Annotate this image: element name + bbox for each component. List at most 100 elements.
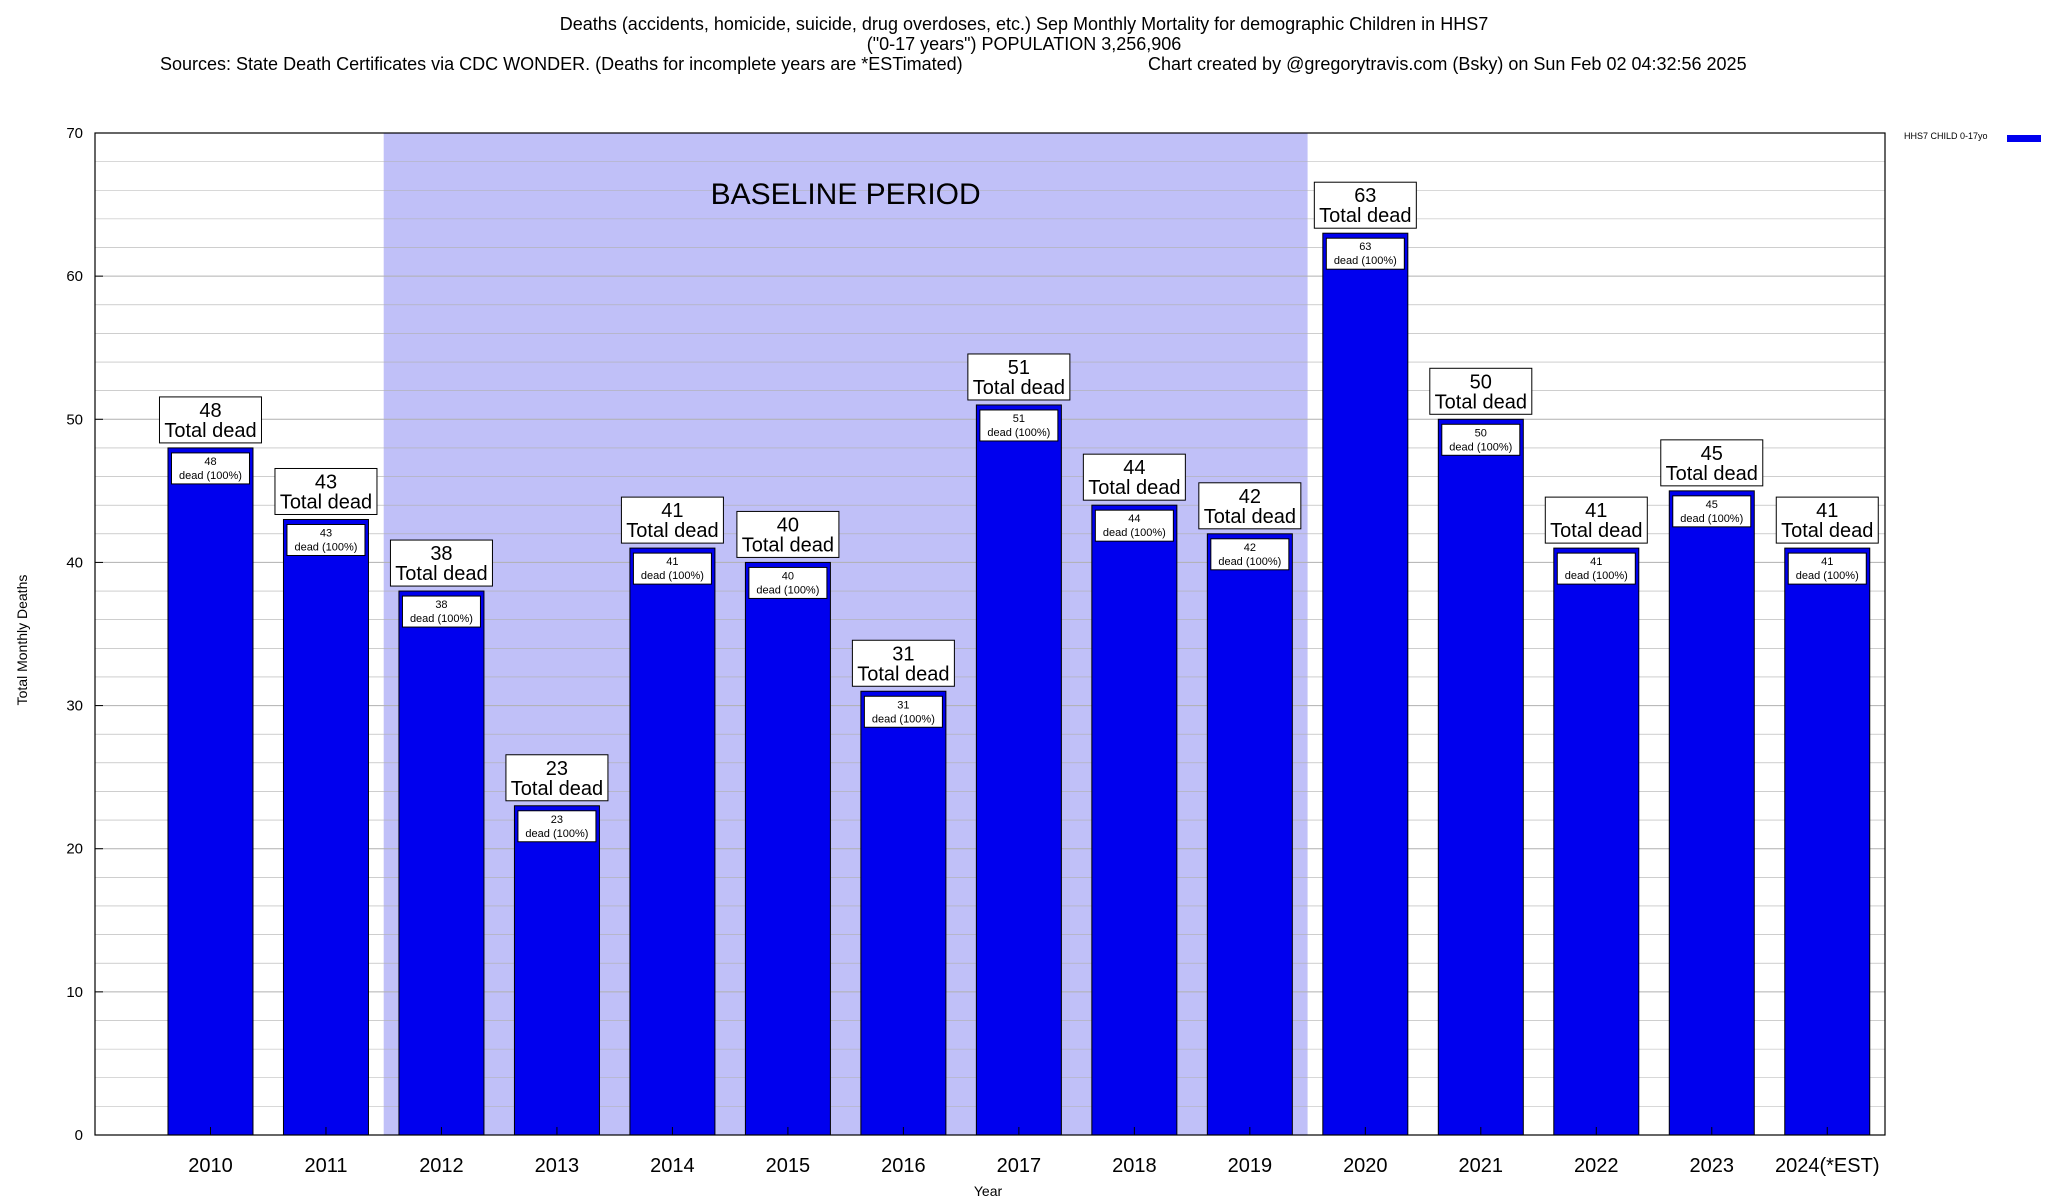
bar-total-label-box xyxy=(851,639,955,687)
y-tick-label: 20 xyxy=(66,841,83,858)
chart-title-block: Deaths (accidents, homicide, suicide, dr… xyxy=(0,14,2048,54)
bar-total-value: 50 xyxy=(1470,371,1492,393)
bar-total-value: 38 xyxy=(430,543,452,565)
bar-total-label: Total dead xyxy=(164,420,256,442)
bar xyxy=(513,805,600,1136)
x-tick-label: 2019 xyxy=(1228,1155,1273,1177)
x-tick-label: 2021 xyxy=(1459,1155,1504,1177)
bar-inner-label: dead (100%) xyxy=(410,613,473,625)
bar-total-label-box xyxy=(158,396,262,444)
y-tick-label: 70 xyxy=(66,125,83,142)
bar-inner-value: 40 xyxy=(782,570,794,582)
x-tick-label: 2017 xyxy=(997,1155,1042,1177)
x-tick-label: 2016 xyxy=(881,1155,926,1177)
bar-inner-label-box xyxy=(1210,538,1290,571)
y-tick-label: 50 xyxy=(66,411,83,428)
bar-total-value: 45 xyxy=(1701,443,1723,465)
bar-total-label-box xyxy=(389,539,493,587)
legend-label: HHS7 CHILD 0-17yo xyxy=(1904,131,1988,141)
x-tick-label: 2013 xyxy=(535,1155,580,1177)
bar-total-label-box xyxy=(1313,181,1417,229)
bar-inner-label: dead (100%) xyxy=(179,470,242,482)
bar-total-value: 23 xyxy=(546,758,568,780)
bar-inner-value: 31 xyxy=(897,699,909,711)
bar-inner-label-box xyxy=(863,695,943,728)
x-tick-label: 2024(*EST) xyxy=(1775,1155,1880,1177)
bar-total-value: 44 xyxy=(1123,457,1145,479)
bar xyxy=(1553,547,1640,1136)
bar-total-label-box xyxy=(1429,367,1533,415)
y-tick-label: 30 xyxy=(66,698,83,715)
chart-sources: Sources: State Death Certificates via CD… xyxy=(160,54,963,74)
bar-inner-label-box xyxy=(1325,237,1405,270)
bar xyxy=(1668,490,1755,1136)
chart-credit: Chart created by @gregorytravis.com (Bsk… xyxy=(1148,54,1747,74)
bar xyxy=(1091,504,1178,1136)
bar-inner-label: dead (100%) xyxy=(1796,570,1859,582)
bar-inner-label-box xyxy=(979,409,1059,442)
bar xyxy=(167,447,254,1136)
y-axis-label: Total Monthly Deaths xyxy=(14,574,30,706)
bar-total-label-box xyxy=(736,510,840,558)
x-tick-label: 2012 xyxy=(419,1155,464,1177)
bar-total-label: Total dead xyxy=(511,778,603,800)
bar-inner-value: 43 xyxy=(320,527,332,539)
y-tick-label: 60 xyxy=(66,268,83,285)
bar-inner-value: 45 xyxy=(1706,499,1718,511)
bar-total-label: Total dead xyxy=(280,491,372,513)
bar xyxy=(1206,533,1293,1136)
bar-inner-label: dead (100%) xyxy=(756,584,819,596)
bar-inner-value: 48 xyxy=(204,456,216,468)
bar-total-label: Total dead xyxy=(973,377,1065,399)
bar-total-value: 41 xyxy=(661,500,683,522)
bar xyxy=(629,547,716,1136)
bar xyxy=(860,690,947,1136)
bar-total-label: Total dead xyxy=(742,534,834,556)
bar-total-label: Total dead xyxy=(1550,520,1642,542)
bar xyxy=(1437,418,1524,1136)
bar-inner-label: dead (100%) xyxy=(1218,556,1281,568)
bar-inner-label-box xyxy=(170,452,250,485)
bar-total-label: Total dead xyxy=(626,520,718,542)
x-tick-label: 2010 xyxy=(188,1155,233,1177)
bar-inner-label-box xyxy=(517,810,597,843)
y-tick-label: 10 xyxy=(66,984,83,1001)
bar-inner-label-box xyxy=(632,552,712,585)
bar-inner-value: 41 xyxy=(1590,556,1602,568)
bar-inner-label-box xyxy=(401,595,481,628)
bar-inner-label-box xyxy=(1556,552,1636,585)
bar-total-label-box xyxy=(620,496,724,544)
bar-inner-label: dead (100%) xyxy=(525,828,588,840)
bar xyxy=(975,404,1062,1136)
bar-total-value: 42 xyxy=(1239,486,1261,508)
x-tick-label: 2014 xyxy=(650,1155,695,1177)
x-tick-label: 2022 xyxy=(1574,1155,1619,1177)
bar-total-value: 43 xyxy=(315,471,337,493)
bar-inner-label-box xyxy=(748,566,828,599)
x-axis-label: Year xyxy=(973,1183,1003,1199)
bar-inner-label: dead (100%) xyxy=(987,427,1050,439)
bar-inner-label-box xyxy=(1094,509,1174,542)
bar-total-label: Total dead xyxy=(1781,520,1873,542)
bar-total-value: 63 xyxy=(1354,185,1376,207)
bar xyxy=(398,590,485,1136)
bar-inner-label: dead (100%) xyxy=(1449,441,1512,453)
bar-total-label: Total dead xyxy=(1666,463,1758,485)
bar-inner-value: 38 xyxy=(435,599,447,611)
bar-total-label: Total dead xyxy=(1088,477,1180,499)
bar-total-label: Total dead xyxy=(395,563,487,585)
y-tick-label: 0 xyxy=(75,1127,83,1144)
bar-total-value: 41 xyxy=(1816,500,1838,522)
bar-total-value: 51 xyxy=(1008,357,1030,379)
bar-total-label: Total dead xyxy=(1319,205,1411,227)
baseline-period-label: BASELINE PERIOD xyxy=(711,178,981,211)
bar-total-value: 41 xyxy=(1585,500,1607,522)
bar-inner-value: 42 xyxy=(1244,542,1256,554)
bar-total-value: 48 xyxy=(199,400,221,422)
bar-inner-label: dead (100%) xyxy=(1680,513,1743,525)
bar-total-label: Total dead xyxy=(1204,506,1296,528)
bar-inner-value: 41 xyxy=(1821,556,1833,568)
plot-frame xyxy=(94,132,1886,1136)
bar-inner-label: dead (100%) xyxy=(872,713,935,725)
bar-inner-label: dead (100%) xyxy=(641,570,704,582)
